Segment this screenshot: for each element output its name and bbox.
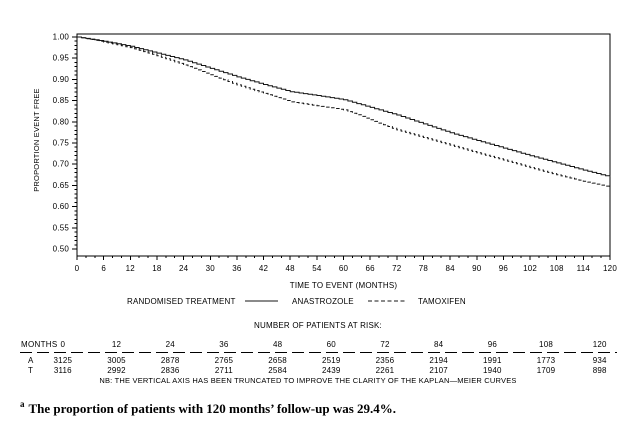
risk-table-months-values: 0 12 24 36 48 60 72 84 96 108 120	[36, 340, 627, 349]
x-axis-tick-label: 72	[392, 264, 402, 273]
km-chart: 1.00 0.95 0.90 0.85 0.80 0.75 0.70 0.65 0.60 0.55…	[32, 33, 617, 307]
x-axis-title: TIME TO EVENT (MONTHS)	[290, 281, 398, 290]
risk-row-label: T	[28, 366, 34, 375]
risk-row-values: 3125 3005 2878 2765 2658 2519 2356 2194 1991 1773…	[36, 356, 627, 365]
risk-row-label: A	[28, 356, 34, 365]
legend: RANDOMISED TREATMENT ANASTROZOLE TAMOXIFEN	[127, 297, 466, 306]
x-axis-tick-label: 78	[419, 264, 429, 273]
curve-tamoxifen	[77, 36, 611, 188]
risk-value-cell: 3005	[107, 356, 126, 365]
risk-row-values: 3116 2992 2836 2711 2584 2439 2261 2107 1940 1709…	[36, 366, 627, 375]
risk-value-cell: 2194	[429, 356, 448, 365]
risk-value-cell: 2992	[107, 366, 126, 375]
x-axis-tick-label: 0	[75, 264, 80, 273]
risk-value-cell: 934	[592, 356, 607, 365]
risk-months-cell: 48	[272, 340, 283, 349]
x-axis-tick-label: 18	[152, 264, 162, 273]
x-axis-tick-label: 24	[179, 264, 189, 273]
footnote-marker: a	[20, 399, 25, 409]
risk-months-cell: 108	[539, 340, 553, 349]
footnote-text: The proportion of patients with 120 mont…	[28, 401, 397, 416]
risk-value-cell: 3116	[53, 366, 72, 375]
curve-anastrozole	[77, 36, 611, 177]
y-axis-tick-label: 0.95	[53, 54, 70, 63]
y-axis-tick-label: 0.50	[53, 245, 70, 254]
risk-value-cell: 2711	[214, 366, 233, 375]
x-axis-tick-label: 6	[101, 264, 106, 273]
x-axis-tick-label: 66	[365, 264, 375, 273]
risk-months-cell: 96	[487, 340, 497, 349]
risk-months-cell: 72	[380, 340, 390, 349]
y-axis-tick-label: 0.85	[53, 96, 70, 105]
x-axis-tick-label: 36	[232, 264, 242, 273]
legend-item-label: TAMOXIFEN	[418, 297, 466, 306]
risk-value-cell: 2584	[268, 366, 287, 375]
y-axis-title: PROPORTION EVENT FREE	[32, 88, 41, 192]
risk-value-cell: 1940	[483, 366, 502, 375]
risk-value-cell: 3125	[53, 356, 73, 365]
x-axis-tick-label: 54	[312, 264, 322, 273]
risk-value-cell: 2439	[321, 366, 341, 375]
y-axis-tick-label: 0.55	[53, 223, 70, 232]
risk-value-cell: 898	[592, 366, 607, 375]
risk-table-row-t: T 3116 2992 2836 2711 2584 2439 2261 2107 1940 17…	[20, 366, 627, 376]
x-axis-tick-label: 84	[445, 264, 455, 273]
y-axis-tick-label: 0.70	[53, 160, 70, 169]
risk-value-cell: 2356	[375, 356, 395, 365]
x-axis-tick-label: 30	[206, 264, 216, 273]
legend-title: RANDOMISED TREATMENT	[127, 297, 236, 306]
risk-months-cell: 24	[165, 340, 175, 349]
x-axis-tick-label: 96	[499, 264, 509, 273]
risk-months-cell: 36	[219, 340, 229, 349]
y-axis-tick-label: 0.60	[53, 202, 70, 211]
risk-table-months-row: MONTHS 0 12 24 36 48 60 72 84 96 108 120	[20, 340, 627, 350]
risk-months-cell: 120	[592, 340, 607, 349]
risk-months-cell: 0	[60, 340, 66, 349]
legend-item-label: ANASTROZOLE	[292, 297, 354, 306]
risk-value-cell: 2878	[160, 356, 180, 365]
risk-table-divider	[20, 352, 617, 353]
risk-months-cell: 84	[434, 340, 444, 349]
x-axis-tick-label: 42	[259, 264, 269, 273]
risk-value-cell: 2658	[268, 356, 287, 365]
x-axis-tick-label: 90	[472, 264, 482, 273]
y-axis-tick-label: 1.00	[53, 33, 70, 42]
x-axis-tick-label: 120	[603, 264, 617, 273]
risk-months-cell: 60	[326, 340, 336, 349]
y-axis-tick-label: 0.80	[53, 117, 70, 126]
risk-value-cell: 1709	[536, 366, 556, 375]
risk-value-cell: 2107	[429, 366, 448, 375]
x-axis-tick-label: 48	[286, 264, 296, 273]
risk-table-months-label: MONTHS	[21, 340, 58, 349]
risk-value-cell: 2836	[160, 366, 180, 375]
risk-value-cell: 2261	[375, 366, 395, 375]
plot-frame	[72, 33, 611, 260]
y-axis-tick-label: 0.65	[53, 181, 70, 190]
y-axis-tick-label: 0.90	[53, 75, 70, 84]
risk-value-cell: 2519	[321, 356, 341, 365]
x-axis-tick-label: 114	[577, 264, 591, 273]
risk-table-row-a: A 3125 3005 2878 2765 2658 2519 2356 2194 1991 17…	[20, 356, 627, 366]
risk-months-cell: 12	[111, 340, 122, 349]
risk-value-cell: 1773	[536, 356, 556, 365]
x-axis-tick-label: 108	[550, 264, 564, 273]
x-axis-tick-label: 12	[126, 264, 136, 273]
x-axis-tick-label: 102	[523, 264, 537, 273]
truncation-note: NB: THE VERTICAL AXIS HAS BEEN TRUNCATED…	[99, 376, 517, 385]
footnote: a The proportion of patients with 120 mon…	[20, 399, 620, 417]
x-axis-tick-label: 60	[339, 264, 349, 273]
risk-value-cell: 1991	[483, 356, 502, 365]
risk-table-title: NUMBER OF PATIENTS AT RISK:	[254, 321, 382, 330]
y-axis-tick-label: 0.75	[53, 139, 70, 148]
risk-value-cell: 2765	[214, 356, 234, 365]
